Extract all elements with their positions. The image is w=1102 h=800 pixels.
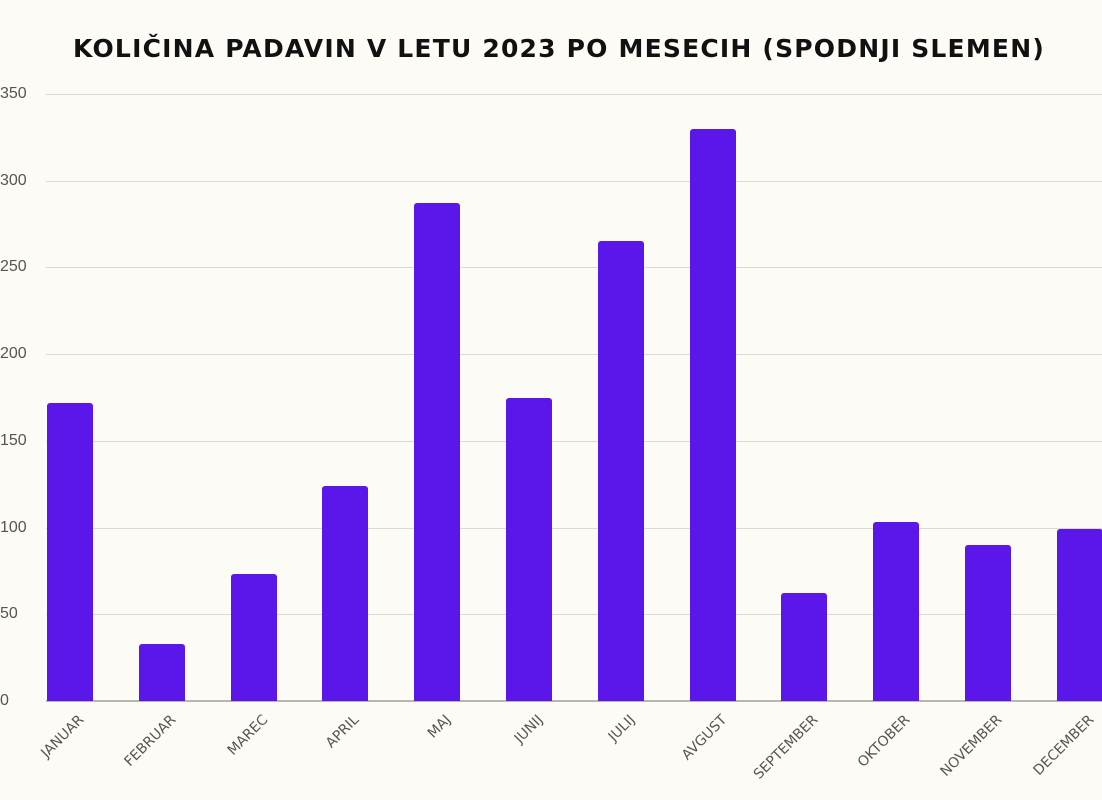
bar-junij: [506, 397, 552, 701]
x-tick-label: JUNIJ: [511, 712, 547, 747]
y-tick-label: 300: [0, 171, 27, 189]
bar-januar: [47, 402, 93, 701]
bar-maj: [414, 203, 461, 701]
x-tick-label: MAREC: [224, 712, 271, 759]
y-tick-label: 250: [0, 258, 27, 276]
bar-april: [322, 485, 369, 701]
x-tick-label: FEBRUAR: [121, 712, 180, 770]
x-tick-label: NOVEMBER: [937, 712, 1006, 780]
y-tick-label: 50: [0, 605, 18, 623]
bar-oktober: [873, 522, 920, 701]
bar-avgust: [689, 128, 736, 701]
x-tick-label: JANUAR: [38, 712, 88, 762]
gridline: [46, 527, 1102, 529]
gridline: [46, 180, 1102, 182]
y-tick-label: 0: [0, 692, 9, 709]
x-tick-label: SEPTEMBER: [751, 712, 822, 783]
x-tick-label: DECEMBER: [1030, 712, 1098, 779]
gridline: [46, 354, 1102, 356]
y-tick-label: 100: [0, 518, 27, 536]
x-tick-label: AVGUST: [678, 712, 730, 764]
bar-marec: [230, 574, 277, 701]
x-tick-label: JULIJ: [605, 712, 639, 745]
bar-november: [965, 544, 1011, 701]
chart-title: KOLIČINA PADAVIN V LETU 2023 PO MESECIH …: [73, 34, 1045, 63]
y-tick-label: 150: [0, 431, 27, 449]
x-tick-label: OKTOBER: [854, 712, 914, 771]
bar-september: [781, 593, 828, 701]
y-tick-label: 200: [0, 345, 27, 363]
gridline: [46, 614, 1102, 616]
gridline: [46, 267, 1102, 269]
y-tick-label: 350: [0, 85, 27, 102]
gridline: [46, 94, 1102, 95]
x-axis-line: [46, 700, 1102, 702]
gridline: [46, 440, 1102, 442]
bar-julij: [597, 241, 644, 701]
x-tick-label: APRIL: [323, 712, 363, 752]
bar-februar: [138, 643, 185, 701]
x-tick-label: MAJ: [424, 712, 455, 742]
bar-december: [1056, 529, 1102, 701]
